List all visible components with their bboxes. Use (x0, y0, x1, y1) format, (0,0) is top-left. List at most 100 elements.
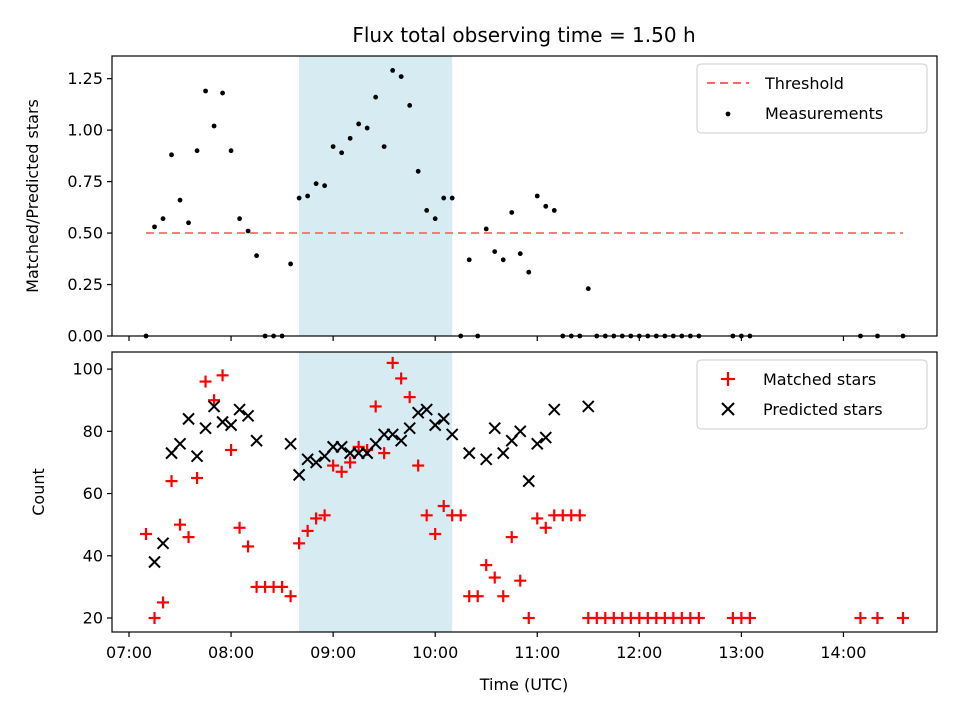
predicted-star-point (335, 440, 348, 454)
measurement-point (177, 197, 183, 203)
matched-star-point (480, 559, 493, 572)
top-legend: Threshold Measurements (696, 63, 928, 134)
top-x-ticks (128, 336, 845, 341)
xtick-label: 14:00 (820, 643, 866, 662)
top-shaded-region (299, 56, 453, 336)
matched-star-point (386, 356, 399, 369)
predicted-star-point (386, 428, 399, 441)
matched-star-point (514, 574, 527, 587)
measurement-point (245, 228, 251, 234)
matched-star-point (403, 391, 416, 404)
measurement-point (517, 251, 523, 257)
matched-star-point (157, 596, 170, 609)
bottom-y-ticks: 20 40 60 80 100 (72, 360, 112, 628)
measurement-point (449, 195, 455, 201)
measurement-point (390, 68, 396, 73)
predicted-star-point (182, 412, 195, 426)
measurement-point (347, 135, 353, 141)
predicted-star-point (241, 409, 255, 422)
top-plot-frame (111, 55, 938, 337)
top-ytick-label: 1.25 (67, 69, 103, 88)
xtick-label: 11:00 (514, 643, 560, 662)
predicted-star-point (437, 412, 450, 426)
matched-star-point (199, 375, 212, 388)
matched-star-point (165, 475, 178, 488)
predicted-star-point (463, 446, 476, 460)
measurement-point (254, 253, 259, 259)
predicted-star-point (250, 434, 263, 447)
xtick-label: 07:00 (106, 643, 152, 662)
matched-star-point (182, 531, 195, 544)
measurement-point (441, 195, 447, 201)
matched-star-point (140, 528, 153, 540)
matched-star-point (505, 531, 518, 544)
matched-star-point (293, 537, 306, 550)
measurement-point (169, 152, 174, 158)
measurement-point (398, 74, 404, 79)
measurement-point (551, 208, 557, 213)
measurement-point (407, 103, 413, 108)
measurement-point (220, 90, 225, 96)
measurement-point (381, 144, 387, 149)
matched-star-point (369, 400, 382, 413)
bottom-legend-box (696, 359, 928, 430)
matched-star-point (854, 612, 867, 624)
measurement-point (339, 150, 345, 156)
measurement-point (509, 210, 515, 215)
bottom-panel: 20 40 60 80 100 07:00 08:00 09:00 10:00 11:00 12:… (29, 351, 938, 694)
matched-star-point (429, 528, 442, 540)
matched-star-point (871, 612, 884, 624)
top-markers (143, 68, 906, 339)
predicted-star-point (284, 437, 297, 450)
measurement-point (296, 195, 302, 201)
measurement-point (373, 94, 379, 100)
predicted-star-point (403, 422, 416, 435)
predicted-star-point (292, 468, 306, 482)
matched-star-point (420, 509, 433, 522)
matched-star-point (412, 459, 425, 472)
matched-star-point (743, 612, 756, 624)
bottom-shaded-region (299, 352, 453, 632)
predicted-star-point (514, 425, 527, 438)
bottom-ytick-label: 80 (83, 422, 103, 441)
bottom-plot-frame (111, 351, 938, 633)
predicted-star-point (301, 453, 314, 466)
legend-measurements-swatch (725, 111, 731, 117)
top-y-axis-label: Matched/Predicted stars (23, 99, 42, 293)
measurement-point (237, 216, 242, 222)
chart-title: Flux total observing time = 1.50 h (352, 23, 695, 47)
matched-star-point (522, 612, 535, 624)
matched-star-point (242, 540, 255, 553)
measurement-point (228, 148, 234, 154)
legend-threshold-label: Threshold (764, 74, 844, 93)
matched-star-point (327, 459, 340, 472)
legend-matched-label: Matched stars (763, 370, 876, 389)
bottom-ytick-label: 100 (72, 360, 103, 379)
matched-star-point (174, 518, 187, 531)
measurement-point (313, 181, 319, 187)
matched-star-point (488, 571, 501, 584)
top-ytick-label: 0.25 (67, 275, 103, 294)
measurement-point (288, 261, 294, 267)
measurement-point (492, 249, 498, 254)
measurement-point (152, 224, 157, 230)
predicted-star-point (522, 474, 535, 488)
predicted-star-point (497, 446, 510, 460)
matched-star-point (191, 472, 204, 484)
matched-star-point (335, 465, 348, 478)
matched-star-point (225, 444, 238, 456)
measurement-point (500, 257, 506, 263)
top-panel: 0.00 0.25 0.50 0.75 1.00 1.25 Matched/Predict… (23, 55, 938, 346)
matched-star-point (148, 612, 161, 624)
legend-predicted-label: Predicted stars (763, 400, 883, 419)
xtick-label: 13:00 (718, 643, 764, 662)
matched-star-point (233, 521, 246, 534)
predicted-star-point (548, 403, 561, 416)
xtick-label: 12:00 (616, 643, 662, 662)
matched-star-point (531, 512, 544, 525)
predicted-star-point (488, 422, 501, 435)
matched-star-point (896, 612, 909, 624)
matched-star-point (301, 524, 314, 537)
matched-star-point (437, 500, 450, 512)
xtick-label: 09:00 (310, 643, 356, 662)
